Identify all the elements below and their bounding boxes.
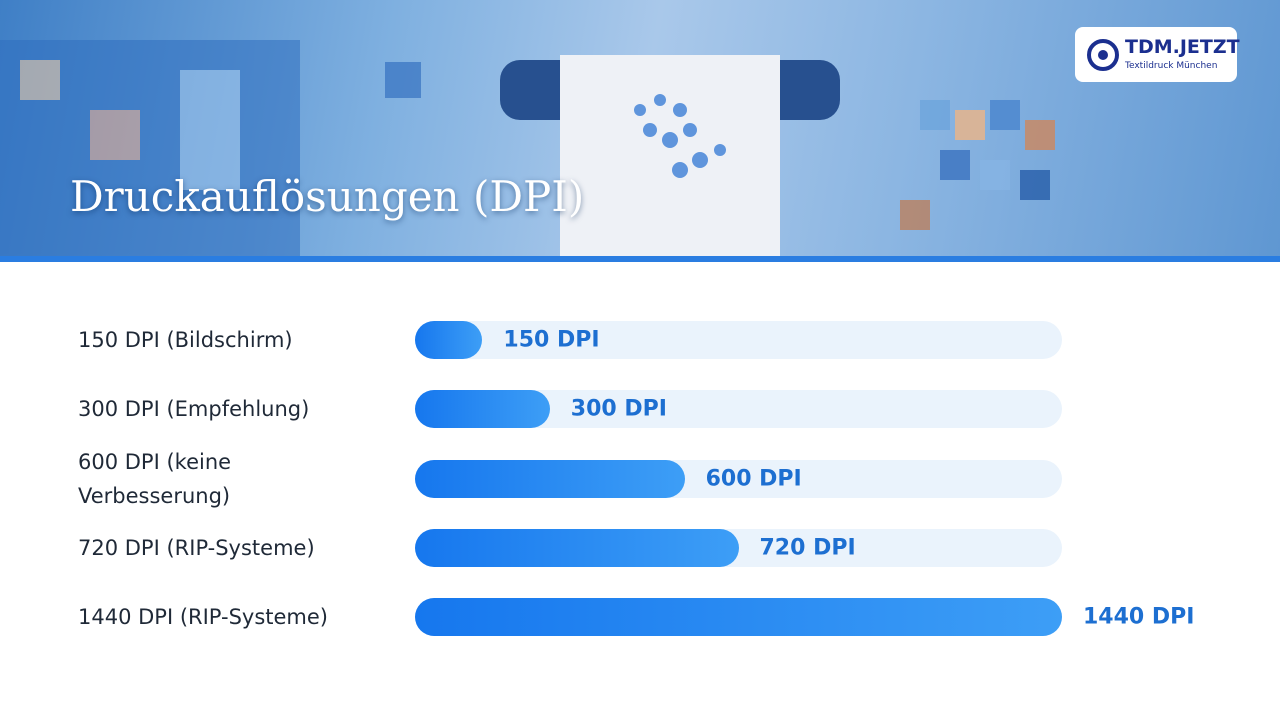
logo-tagline: Textildruck München [1125, 61, 1218, 71]
category-label: 1440 DPI (RIP-Systeme) [78, 605, 329, 630]
bar [415, 528, 739, 567]
value-label: 300 DPI [570, 396, 667, 422]
bar [415, 459, 685, 498]
category-label: 300 DPI (Empfehlung) [78, 397, 310, 422]
title: Druckauflösungen (DPI) [70, 172, 585, 221]
logo: TDM.JETZT Textildruck München [1075, 27, 1240, 82]
bar [415, 598, 1062, 637]
header-stripe [0, 256, 1280, 262]
logo-name: TDM.JETZT [1125, 36, 1240, 58]
logo-icon [1087, 39, 1119, 71]
value-label: 600 DPI [705, 466, 802, 492]
header-banner: Druckauflösungen (DPI) TDM.JETZT Textild… [0, 0, 1280, 256]
category-label: 600 DPI (keine Verbesserung) [78, 449, 232, 508]
value-label: 720 DPI [759, 535, 856, 561]
bar [415, 321, 483, 359]
category-label: 150 DPI (Bildschirm) [78, 328, 293, 352]
category-label: 720 DPI (RIP-Systeme) [78, 535, 315, 560]
value-label: 150 DPI [503, 327, 600, 353]
bar-track [415, 321, 1062, 359]
value-label: 1440 DPI [1083, 604, 1195, 630]
banner-art [0, 40, 1055, 256]
bar [415, 390, 550, 429]
